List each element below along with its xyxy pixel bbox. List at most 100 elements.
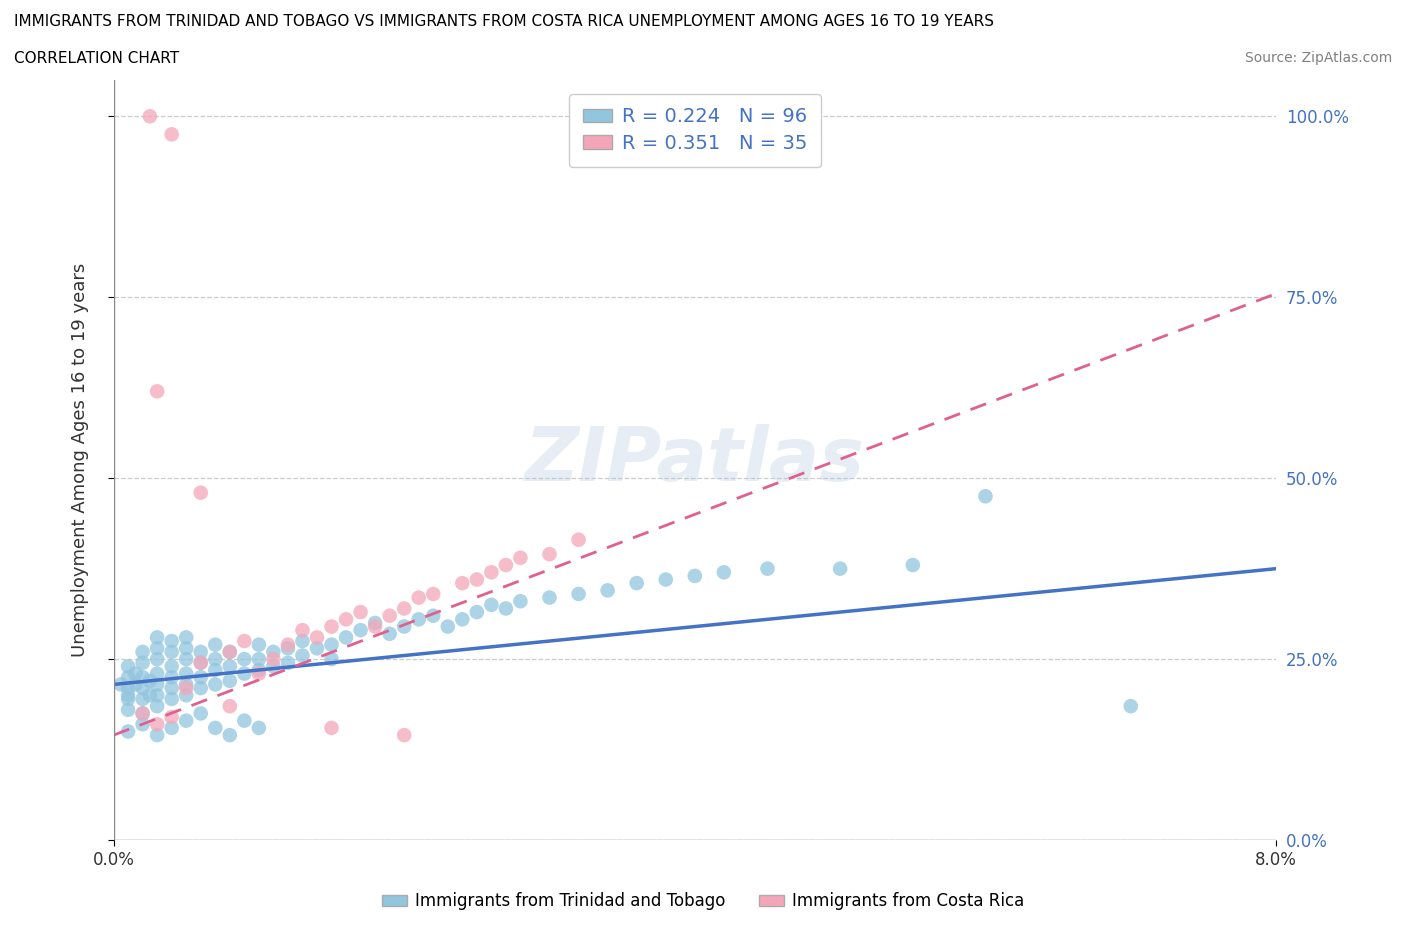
Y-axis label: Unemployment Among Ages 16 to 19 years: Unemployment Among Ages 16 to 19 years bbox=[72, 263, 89, 658]
Point bbox=[146, 677, 169, 692]
Point bbox=[262, 652, 284, 667]
Point bbox=[626, 576, 648, 591]
Point bbox=[756, 561, 779, 576]
Point bbox=[233, 713, 256, 728]
Point bbox=[190, 656, 212, 671]
Point bbox=[378, 608, 401, 623]
Point bbox=[277, 641, 299, 656]
Point bbox=[117, 692, 139, 707]
Point bbox=[465, 604, 488, 619]
Point bbox=[131, 717, 153, 732]
Point bbox=[247, 662, 270, 677]
Point bbox=[321, 652, 343, 667]
Point bbox=[218, 659, 240, 674]
Point bbox=[160, 692, 183, 707]
Point bbox=[567, 587, 589, 602]
Point bbox=[218, 673, 240, 688]
Point bbox=[655, 572, 678, 587]
Point bbox=[204, 662, 226, 677]
Point bbox=[509, 593, 531, 608]
Point bbox=[451, 612, 474, 627]
Point bbox=[479, 597, 502, 612]
Text: Source: ZipAtlas.com: Source: ZipAtlas.com bbox=[1244, 51, 1392, 65]
Point bbox=[247, 652, 270, 667]
Point bbox=[131, 656, 153, 671]
Point bbox=[974, 489, 997, 504]
Point bbox=[305, 641, 328, 656]
Point bbox=[262, 659, 284, 674]
Point bbox=[131, 706, 153, 721]
Point bbox=[538, 547, 561, 562]
Point bbox=[131, 681, 153, 696]
Point bbox=[291, 623, 314, 638]
Point bbox=[160, 681, 183, 696]
Point bbox=[204, 652, 226, 667]
Point bbox=[160, 659, 183, 674]
Point bbox=[321, 637, 343, 652]
Text: IMMIGRANTS FROM TRINIDAD AND TOBAGO VS IMMIGRANTS FROM COSTA RICA UNEMPLOYMENT A: IMMIGRANTS FROM TRINIDAD AND TOBAGO VS I… bbox=[14, 14, 994, 29]
Point bbox=[160, 644, 183, 659]
Point bbox=[124, 677, 146, 692]
Point bbox=[335, 630, 357, 644]
Point bbox=[233, 652, 256, 667]
Point bbox=[174, 652, 197, 667]
Point bbox=[117, 659, 139, 674]
Point bbox=[392, 619, 415, 634]
Point bbox=[139, 688, 162, 703]
Point bbox=[204, 721, 226, 736]
Point bbox=[174, 641, 197, 656]
Point bbox=[392, 601, 415, 616]
Point bbox=[146, 717, 169, 732]
Point bbox=[190, 681, 212, 696]
Point bbox=[509, 551, 531, 565]
Point bbox=[465, 572, 488, 587]
Point bbox=[218, 644, 240, 659]
Point bbox=[364, 616, 387, 631]
Point bbox=[830, 561, 852, 576]
Point bbox=[335, 612, 357, 627]
Point bbox=[131, 692, 153, 707]
Point bbox=[305, 630, 328, 644]
Point bbox=[392, 727, 415, 742]
Point bbox=[146, 641, 169, 656]
Point bbox=[596, 583, 619, 598]
Legend: R = 0.224   N = 96, R = 0.351   N = 35: R = 0.224 N = 96, R = 0.351 N = 35 bbox=[569, 94, 821, 166]
Point bbox=[190, 644, 212, 659]
Point bbox=[160, 633, 183, 648]
Point bbox=[146, 630, 169, 644]
Point bbox=[291, 648, 314, 663]
Point bbox=[146, 688, 169, 703]
Point bbox=[174, 713, 197, 728]
Text: ZIPatlas: ZIPatlas bbox=[524, 423, 865, 497]
Point bbox=[117, 688, 139, 703]
Point bbox=[451, 576, 474, 591]
Point bbox=[277, 656, 299, 671]
Point bbox=[262, 644, 284, 659]
Point bbox=[160, 670, 183, 684]
Point bbox=[247, 721, 270, 736]
Point bbox=[174, 677, 197, 692]
Point bbox=[204, 637, 226, 652]
Point bbox=[364, 619, 387, 634]
Point bbox=[408, 612, 430, 627]
Point bbox=[124, 666, 146, 681]
Point bbox=[291, 633, 314, 648]
Text: CORRELATION CHART: CORRELATION CHART bbox=[14, 51, 179, 66]
Point bbox=[160, 721, 183, 736]
Point bbox=[117, 702, 139, 717]
Point bbox=[422, 587, 444, 602]
Point bbox=[436, 619, 458, 634]
Point bbox=[247, 637, 270, 652]
Point bbox=[349, 623, 371, 638]
Point bbox=[233, 633, 256, 648]
Point bbox=[901, 558, 924, 573]
Legend: Immigrants from Trinidad and Tobago, Immigrants from Costa Rica: Immigrants from Trinidad and Tobago, Imm… bbox=[375, 885, 1031, 917]
Point bbox=[683, 568, 706, 583]
Point bbox=[146, 384, 169, 399]
Point bbox=[146, 727, 169, 742]
Point bbox=[218, 644, 240, 659]
Point bbox=[117, 724, 139, 739]
Point bbox=[117, 670, 139, 684]
Point bbox=[174, 688, 197, 703]
Point bbox=[1119, 698, 1142, 713]
